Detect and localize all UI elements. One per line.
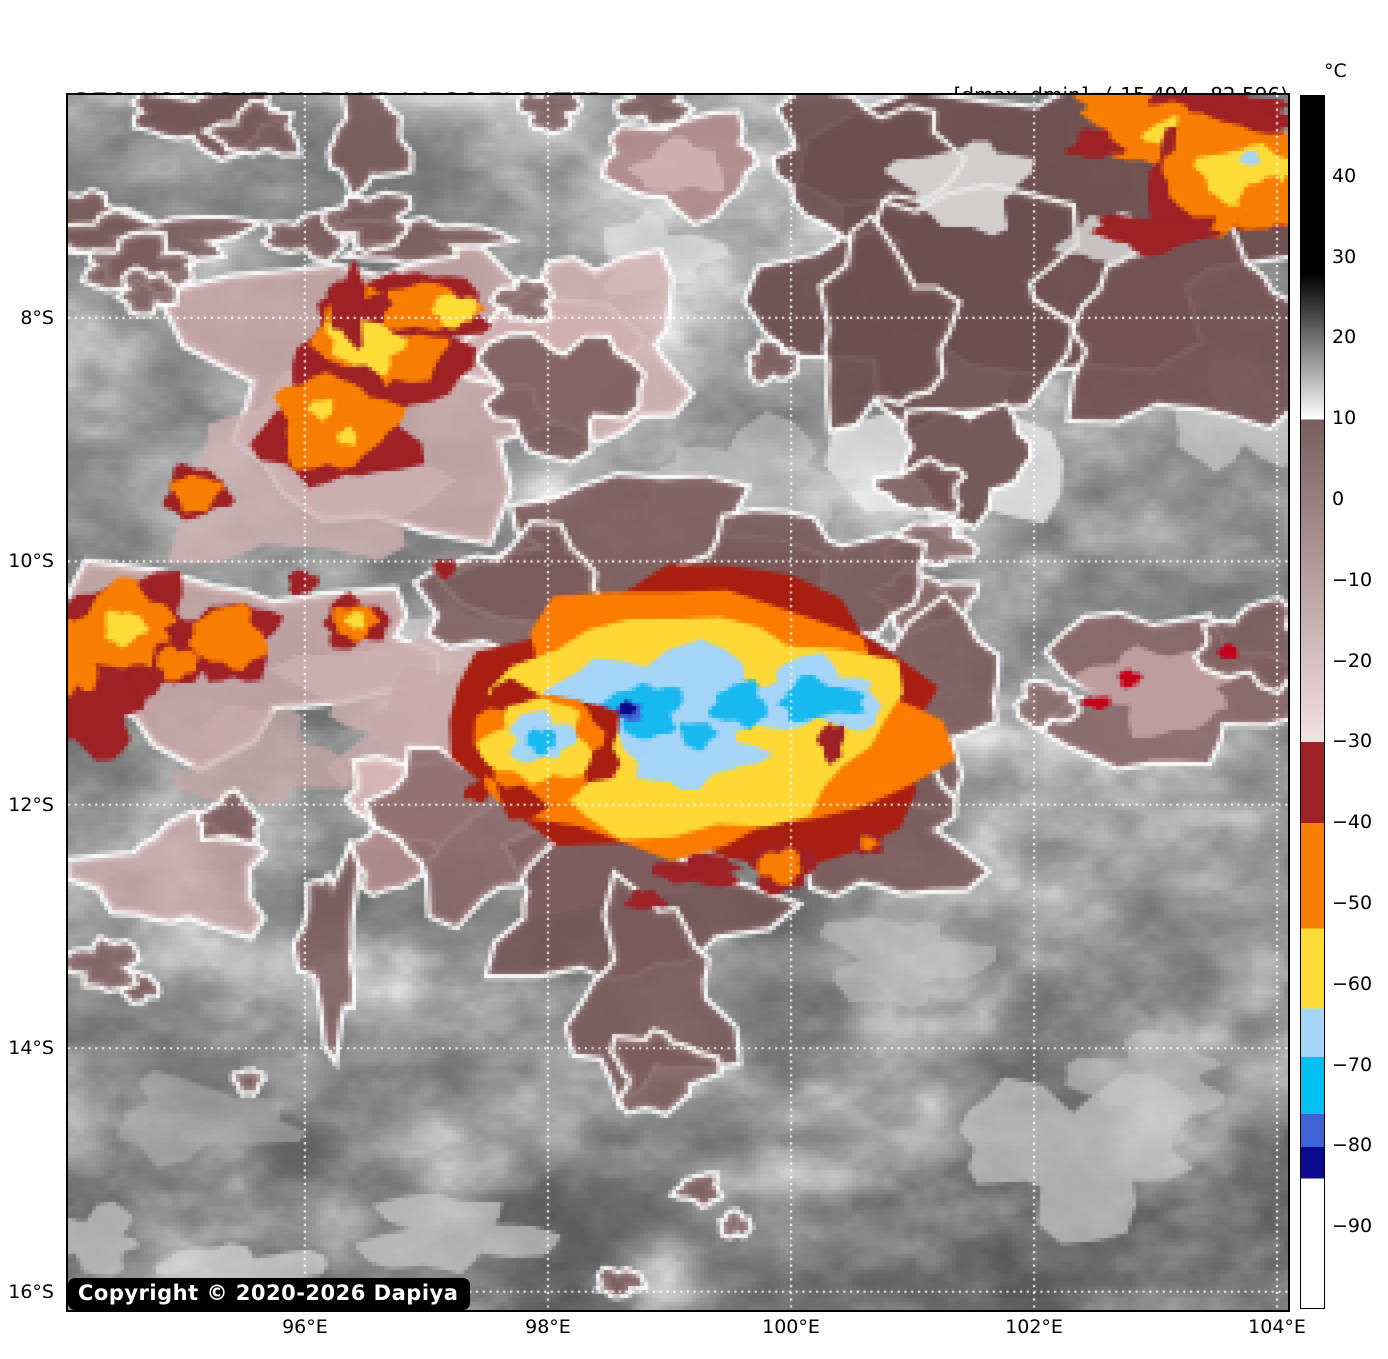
- lon-tick-label: 100°E: [762, 1316, 820, 1338]
- colorbar-tick-label: −60: [1332, 972, 1373, 995]
- lat-tick-label: 12°S: [8, 793, 54, 816]
- lat-tick-label: 14°S: [8, 1037, 54, 1060]
- lat-tick-label: 8°S: [20, 306, 54, 329]
- colorbar-tick-label: 10: [1332, 407, 1357, 430]
- lat-tick-label: 16°S: [8, 1280, 54, 1303]
- colorbar-tick-label: 0: [1332, 488, 1345, 510]
- colorbar-tick-label: −40: [1332, 811, 1373, 834]
- lat-tick-label: 10°S: [8, 550, 54, 573]
- colorbar-tick-label: −30: [1332, 730, 1373, 753]
- colorbar-gradient: [1300, 95, 1325, 1309]
- colorbar-tick-label: −70: [1332, 1053, 1373, 1076]
- colorbar-tick-label: 20: [1332, 326, 1357, 349]
- longitude-axis: 96°E 98°E 100°E 102°E 104°E: [68, 1316, 1306, 1346]
- lon-tick-label: 104°E: [1248, 1316, 1306, 1338]
- lon-tick-label: 102°E: [1005, 1316, 1063, 1338]
- colorbar-tick-label: −80: [1332, 1134, 1373, 1157]
- colorbar-tick-label: −50: [1332, 892, 1373, 914]
- satellite-map: Copyright © 2020-2026 Dapiya: [68, 95, 1288, 1310]
- colorbar-tick-label: 30: [1332, 245, 1357, 268]
- colorbar-unit-label: °C: [1324, 60, 1347, 82]
- colorbar-tick-label: 40: [1332, 164, 1357, 187]
- colorbar-tick-label: −10: [1332, 568, 1373, 591]
- colorbar-tick-label: −90: [1332, 1215, 1373, 1238]
- copyright-badge: Copyright © 2020-2026 Dapiya: [68, 1278, 471, 1310]
- colorbar-ticks: 40 30 20 10 0 −10 −20 −30 −40 −50 −60 −70 −80 −90: [1332, 95, 1386, 1307]
- colorbar-tick-label: −20: [1332, 649, 1373, 672]
- satellite-imagery-canvas: [68, 95, 1288, 1310]
- lon-tick-label: 98°E: [525, 1316, 571, 1338]
- latitude-axis: 8°S 10°S 12°S 14°S 16°S: [0, 95, 60, 1310]
- lon-tick-label: 96°E: [282, 1316, 328, 1338]
